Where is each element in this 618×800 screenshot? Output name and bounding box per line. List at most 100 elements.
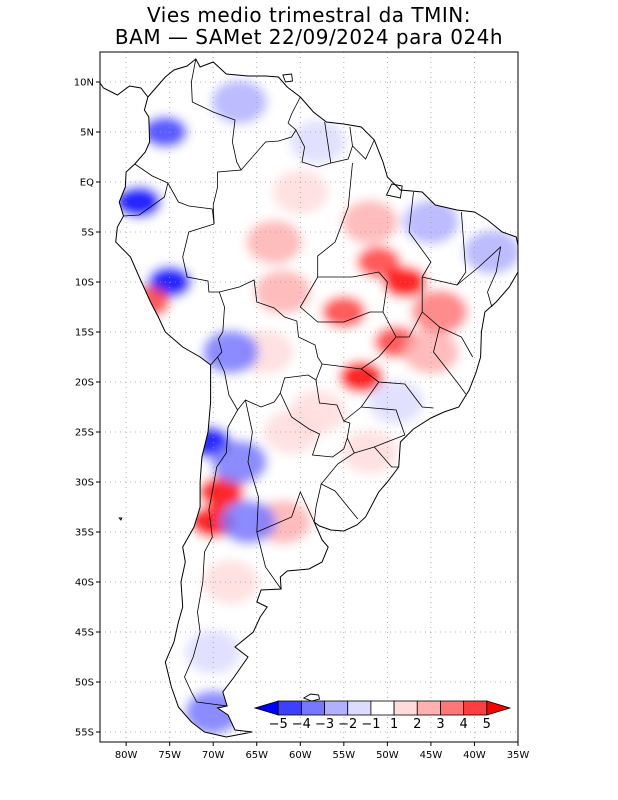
- colorbar-label: −3: [315, 717, 334, 732]
- colorbar: −5 −4 −3 −2 −1 1 2 3 4 5: [253, 700, 512, 732]
- island-outline: [302, 693, 321, 702]
- central-america-coast: [100, 57, 149, 98]
- x-tick-label: 80W: [115, 750, 138, 761]
- bias-cell: [341, 430, 398, 474]
- map-title-line-2: BAM — SAMet 22/09/2024 para 024h: [114, 25, 504, 49]
- colorbar-segment: [416, 700, 441, 716]
- x-tick-label: 35W: [507, 750, 530, 761]
- colorbar-segment: [347, 700, 372, 716]
- y-tick-label: 5S: [81, 228, 94, 239]
- colorbar-arrow-high: [486, 700, 512, 716]
- bias-cell: [341, 200, 398, 244]
- bias-cell: [246, 220, 303, 264]
- colorbar-label: −5: [269, 717, 288, 732]
- political-border: [456, 245, 502, 308]
- y-tick-label: EQ: [80, 178, 94, 189]
- colorbar-segment: [463, 700, 488, 716]
- y-tick-label: 20S: [75, 378, 94, 389]
- bias-cell: [263, 410, 320, 454]
- colorbar-label: −2: [338, 717, 357, 732]
- bias-cell: [211, 440, 268, 484]
- x-tick-label: 40W: [463, 750, 486, 761]
- bias-cell: [254, 270, 311, 314]
- political-border: [320, 437, 359, 520]
- colorbar-label: −4: [292, 717, 311, 732]
- y-tick-label: 40S: [75, 578, 94, 589]
- colorbar-label: 4: [459, 717, 467, 732]
- political-border: [123, 163, 169, 217]
- x-tick-label: 65W: [245, 750, 268, 761]
- political-border: [330, 126, 353, 164]
- y-tick-label: 25S: [75, 428, 94, 439]
- political-border: [421, 311, 474, 358]
- political-border: [240, 96, 301, 171]
- political-border: [279, 392, 348, 458]
- colorbar-label: −1: [361, 717, 380, 732]
- political-border: [317, 162, 353, 277]
- political-border: [315, 379, 351, 439]
- colorbar-label: 5: [483, 717, 491, 732]
- island-outline: [282, 73, 294, 83]
- y-tick-label: 10S: [75, 278, 94, 289]
- x-tick-label: 75W: [158, 750, 181, 761]
- bias-cell: [117, 186, 162, 218]
- colorbar-segment: [300, 700, 325, 716]
- colorbar-segment: [324, 700, 349, 716]
- political-border: [361, 368, 434, 409]
- political-border: [382, 191, 432, 338]
- y-tick-label: 45S: [75, 628, 94, 639]
- y-tick-label: 5N: [80, 128, 94, 139]
- political-border: [352, 139, 375, 160]
- colorbar-label: 1: [390, 717, 398, 732]
- political-border: [354, 406, 406, 454]
- x-tick-label: 70W: [202, 750, 225, 761]
- y-tick-label: 15S: [75, 328, 94, 339]
- political-border: [322, 336, 397, 370]
- political-border: [295, 121, 332, 168]
- bias-cell: [220, 500, 277, 544]
- political-border: [167, 182, 215, 225]
- x-tick-label: 55W: [333, 750, 356, 761]
- political-border: [217, 356, 317, 411]
- map-title-line-1: Vies medio trimestral da TMIN:: [147, 3, 471, 27]
- x-tick-label: 60W: [289, 750, 312, 761]
- x-tick-label: 45W: [420, 750, 443, 761]
- axis-ticks: 80W 75W 70W 65W 60W 55W 50W 45W 40W 35W 10N 5N EQ 5S 1…: [74, 78, 530, 762]
- colorbar-segment: [393, 700, 418, 716]
- bias-cell: [339, 361, 384, 393]
- political-border: [299, 271, 388, 323]
- political-border: [433, 326, 467, 395]
- colorbar-label: 2: [413, 717, 421, 732]
- y-tick-label: 30S: [75, 478, 94, 489]
- island-outline: [118, 517, 123, 521]
- y-tick-label: 55S: [75, 728, 94, 739]
- bias-cell: [289, 120, 346, 164]
- political-border: [422, 211, 467, 286]
- map-frame: [99, 51, 519, 743]
- bias-cell: [202, 330, 259, 374]
- bias-cell: [382, 266, 427, 298]
- bias-cell: [211, 80, 268, 124]
- y-tick-label: 35S: [75, 528, 94, 539]
- political-border: [256, 490, 315, 533]
- y-tick-label: 50S: [75, 678, 94, 689]
- political-border: [190, 58, 242, 225]
- x-tick-label: 50W: [376, 750, 399, 761]
- bias-cell: [356, 246, 401, 278]
- bias-cell: [463, 230, 518, 274]
- coastline-layer: [100, 57, 518, 738]
- political-border: [373, 446, 399, 468]
- bias-cell: [411, 290, 468, 334]
- political-border: [245, 399, 282, 590]
- colorbar-segment: [440, 700, 465, 716]
- bias-field-layer: [115, 59, 518, 737]
- grid-lines: [100, 52, 518, 742]
- y-tick-label: 10N: [74, 78, 94, 89]
- political-border: [313, 483, 322, 523]
- island-outline: [385, 183, 403, 199]
- colorbar-segment: [277, 700, 302, 716]
- colorbar-segment: [370, 700, 395, 716]
- country-borders-layer: [123, 58, 502, 707]
- bias-cell: [368, 380, 425, 424]
